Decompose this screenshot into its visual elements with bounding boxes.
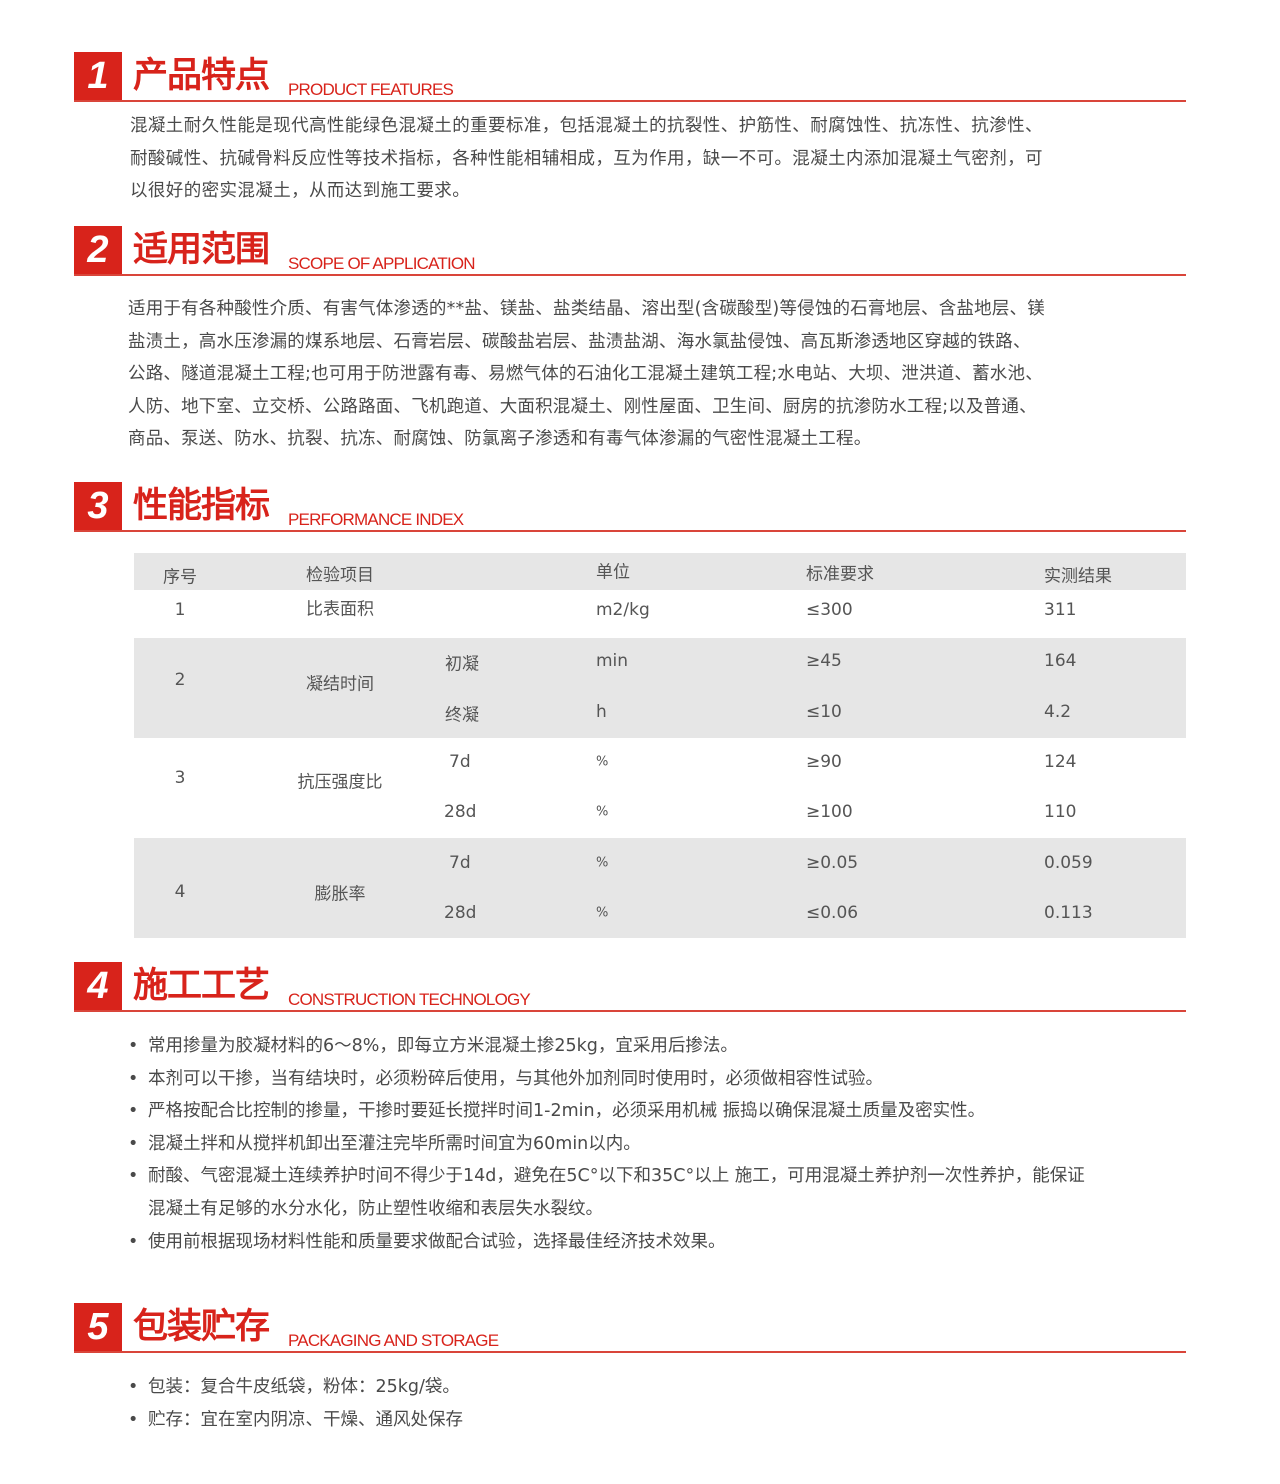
cell-standard: ≥90 xyxy=(806,752,842,772)
cell-result: 110 xyxy=(1044,802,1077,822)
cell-no: 1 xyxy=(174,600,186,620)
section-number: 4 xyxy=(74,962,122,1010)
row-band xyxy=(134,838,1186,938)
text-line: 商品、泵送、防水、抗裂、抗冻、耐腐蚀、防氯离子渗透和有毒气体渗漏的气密性混凝土工… xyxy=(128,429,872,449)
cell-sub: 终凝 xyxy=(445,705,479,726)
section-title-zh: 产品特点 xyxy=(133,56,270,96)
cell-item: 膨胀率 xyxy=(314,884,366,905)
section-number: 1 xyxy=(74,52,122,100)
performance-table: 序号 检验项目 单位 标准要求 实测结果 1 比表面积 m2/kg ≤300 3… xyxy=(134,553,1186,938)
table-header-band xyxy=(134,553,1186,590)
list-item: 贮存：宜在室内阴凉、干燥、通风处保存 xyxy=(128,1404,463,1437)
section-title-zh: 包装贮存 xyxy=(133,1307,270,1347)
cell-standard: ≤0.06 xyxy=(806,903,859,923)
cell-standard: ≥45 xyxy=(806,651,842,671)
header-no: 序号 xyxy=(163,567,197,588)
cell-sub: 初凝 xyxy=(445,654,479,675)
cell-result: 164 xyxy=(1044,651,1077,671)
text-line: 适用于有各种酸性介质、有害气体渗透的**盐、镁盐、盐类结晶、溶出型(含碳酸型)等… xyxy=(128,299,1045,319)
cell-standard: ≤10 xyxy=(806,702,842,722)
cell-result: 124 xyxy=(1044,752,1077,772)
cell-standard: ≥0.05 xyxy=(806,853,859,873)
cell-item: 凝结时间 xyxy=(306,674,374,695)
list-item: 包装：复合牛皮纸袋，粉体：25kg/袋。 xyxy=(128,1371,463,1404)
section-title-en: PACKAGING AND STORAGE xyxy=(288,1331,499,1350)
section-header-performance: 3 性能指标 PERFORMANCE INDEX xyxy=(74,482,1186,532)
cell-sub: 7d xyxy=(449,853,471,873)
cell-item: 抗压强度比 xyxy=(297,772,383,793)
cell-standard: ≤300 xyxy=(806,600,853,620)
section-number: 3 xyxy=(74,482,122,530)
section-title-zh: 适用范围 xyxy=(133,230,270,270)
section-title-zh: 施工工艺 xyxy=(133,966,270,1006)
section-title-en: CONSTRUCTION TECHNOLOGY xyxy=(288,990,531,1009)
header-unit: 单位 xyxy=(596,562,630,583)
cell-no: 3 xyxy=(174,768,186,788)
text-line: 耐酸碱性、抗碱骨料反应性等技术指标，各种性能相辅相成，互为作用，缺一不可。混凝土… xyxy=(130,148,1043,169)
text-line: 公路、隧道混凝土工程;也可用于防泄露有毒、易燃气体的石油化工混凝土建筑工程;水电… xyxy=(128,364,1043,384)
row-band xyxy=(134,638,1186,738)
section-header-scope: 2 适用范围 SCOPE OF APPLICATION xyxy=(74,226,1186,276)
cell-unit: % xyxy=(596,855,609,871)
cell-result: 311 xyxy=(1044,600,1077,620)
text-line: 人防、地下室、立交桥、公路路面、飞机跑道、大面积混凝土、刚性屋面、卫生间、厨房的… xyxy=(128,396,1037,417)
construction-list: 常用掺量为胶凝材料的6～8%，即每立方米混凝土掺25kg，宜采用后掺法。 本剂可… xyxy=(128,1030,1085,1258)
list-item: 混凝土拌和从搅拌机卸出至灌注完毕所需时间宜为60min以内。 xyxy=(128,1128,1085,1161)
cell-result: 4.2 xyxy=(1044,702,1072,722)
cell-unit: % xyxy=(596,754,609,770)
section-number: 2 xyxy=(74,226,122,274)
packaging-list: 包装：复合牛皮纸袋，粉体：25kg/袋。 贮存：宜在室内阴凉、干燥、通风处保存 xyxy=(128,1371,463,1436)
cell-unit: % xyxy=(596,804,609,820)
product-features-text: 混凝土耐久性能是现代高性能绿色混凝土的重要标准，包括混凝土的抗裂性、护筋性、耐腐… xyxy=(130,110,1043,208)
cell-unit: h xyxy=(596,702,607,722)
section-title-en: PERFORMANCE INDEX xyxy=(288,510,464,529)
section-title-zh: 性能指标 xyxy=(133,486,270,526)
text-line: 盐渍土，高水压渗漏的煤系地层、石膏岩层、碳酸盐岩层、盐渍盐湖、海水氯盐侵蚀、高瓦… xyxy=(128,331,1031,352)
list-item-continuation: 混凝土有足够的水分水化，防止塑性收缩和表层失水裂纹。 xyxy=(148,1198,603,1219)
cell-unit: m2/kg xyxy=(596,600,650,620)
cell-unit: min xyxy=(596,651,629,671)
scope-text: 适用于有各种酸性介质、有害气体渗透的**盐、镁盐、盐类结晶、溶出型(含碳酸型)等… xyxy=(128,293,1045,456)
cell-result: 0.113 xyxy=(1044,903,1093,923)
cell-unit: % xyxy=(596,905,609,921)
section-header-packaging: 5 包装贮存 PACKAGING AND STORAGE xyxy=(74,1303,1186,1353)
list-item: 耐酸、气密混凝土连续养护时间不得少于14d，避免在5C°以下和35C°以上 施工… xyxy=(128,1160,1085,1193)
section-number: 5 xyxy=(74,1303,122,1351)
cell-sub: 28d xyxy=(444,903,477,923)
header-result: 实测结果 xyxy=(1044,566,1112,587)
text-line: 混凝土耐久性能是现代高性能绿色混凝土的重要标准，包括混凝土的抗裂性、护筋性、耐腐… xyxy=(130,116,1043,136)
cell-result: 0.059 xyxy=(1044,853,1093,873)
cell-sub: 7d xyxy=(449,752,471,772)
list-item: 严格按配合比控制的掺量，干掺时要延长搅拌时间1-2min，必须采用机械 振捣以确… xyxy=(128,1095,1085,1128)
cell-no: 4 xyxy=(174,882,186,902)
text-line: 以很好的密实混凝土，从而达到施工要求。 xyxy=(130,181,471,201)
list-item: 本剂可以干掺，当有结块时，必须粉碎后使用，与其他外加剂同时使用时，必须做相容性试… xyxy=(128,1063,1085,1096)
list-item: 常用掺量为胶凝材料的6～8%，即每立方米混凝土掺25kg，宜采用后掺法。 xyxy=(128,1030,1085,1063)
cell-no: 2 xyxy=(174,670,186,690)
header-standard: 标准要求 xyxy=(806,564,874,585)
header-item: 检验项目 xyxy=(306,565,374,586)
cell-item: 比表面积 xyxy=(306,599,374,620)
section-header-product-features: 1 产品特点 PRODUCT FEATURES xyxy=(74,52,1186,102)
cell-sub: 28d xyxy=(444,802,477,822)
cell-standard: ≥100 xyxy=(806,802,853,822)
section-title-en: PRODUCT FEATURES xyxy=(288,80,454,99)
section-header-construction: 4 施工工艺 CONSTRUCTION TECHNOLOGY xyxy=(74,962,1186,1012)
list-item: 使用前根据现场材料性能和质量要求做配合试验，选择最佳经济技术效果。 xyxy=(128,1226,1085,1259)
section-title-en: SCOPE OF APPLICATION xyxy=(288,254,476,273)
